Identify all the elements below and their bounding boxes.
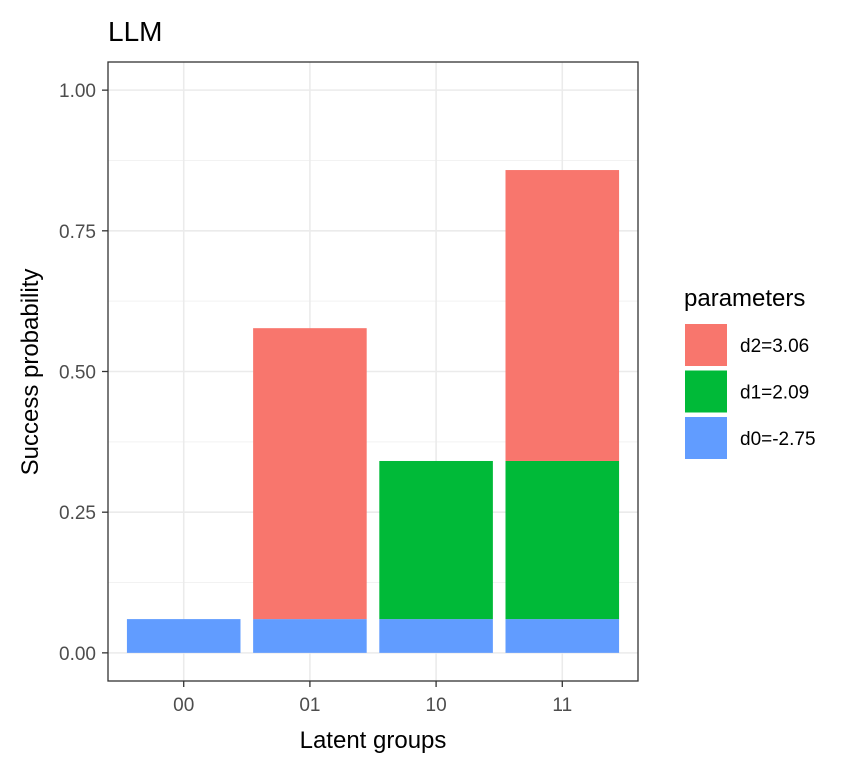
bar-segment-11 <box>505 170 620 461</box>
bars <box>126 170 620 653</box>
legend-label: d0=-2.75 <box>740 429 816 450</box>
legend-key <box>685 324 727 366</box>
bar-segment-01 <box>253 328 367 620</box>
bar-segment-10 <box>379 460 493 620</box>
y-axis-label: Success probability <box>17 269 44 476</box>
legend: d2=3.06 d1=2.09 d0=-2.75 <box>684 323 816 460</box>
y-tick-label: 0.75 <box>59 222 96 243</box>
y-tick-label: 0.50 <box>59 363 96 384</box>
x-tick-label: 10 <box>426 695 447 716</box>
x-axis-label: Latent groups <box>300 727 447 754</box>
legend-title: parameters <box>684 285 805 312</box>
bar-segment-00 <box>126 619 241 653</box>
bar-segment-11 <box>505 619 620 653</box>
y-tick-label: 0.00 <box>59 644 96 665</box>
legend-label: d2=3.06 <box>740 336 809 357</box>
chart-title: LLM <box>108 16 162 47</box>
legend-key <box>685 417 727 459</box>
bar-segment-10 <box>379 619 493 653</box>
y-axis: 0.00 0.25 0.50 0.75 1.00 <box>59 81 108 665</box>
bar-segment-01 <box>253 619 367 653</box>
x-axis: 00 01 10 11 <box>173 681 572 716</box>
y-tick-label: 1.00 <box>59 81 96 102</box>
x-tick-label: 11 <box>552 695 572 716</box>
legend-key <box>685 370 727 413</box>
bar-segment-11 <box>505 460 620 620</box>
y-tick-label: 0.25 <box>59 503 96 524</box>
x-tick-label: 01 <box>299 695 320 716</box>
x-tick-label: 00 <box>173 695 194 716</box>
legend-label: d1=2.09 <box>740 383 809 404</box>
